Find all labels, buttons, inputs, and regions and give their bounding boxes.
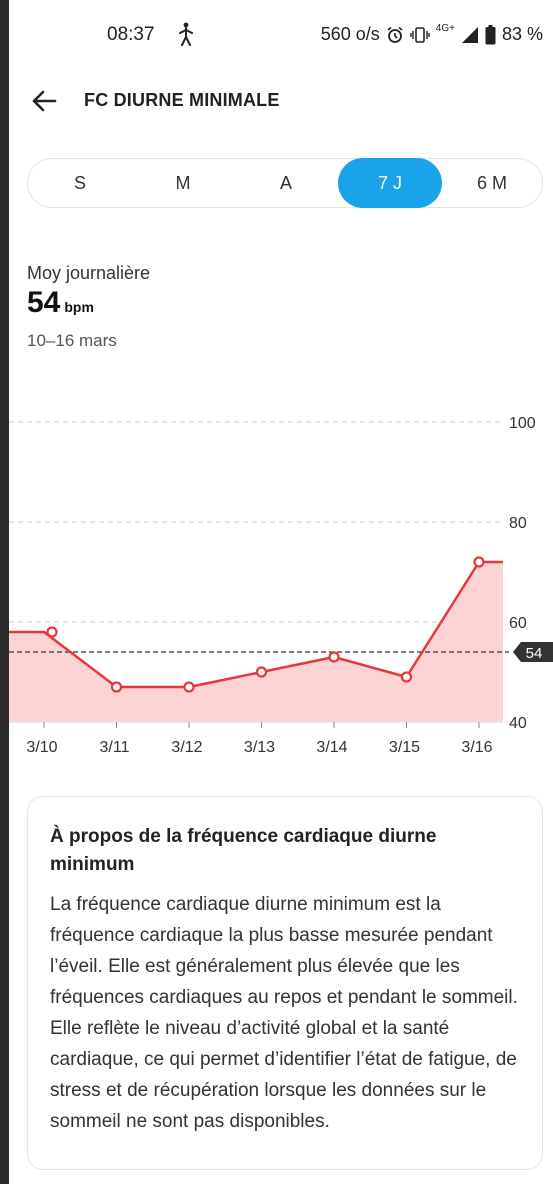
tab-day[interactable]: S: [73, 172, 86, 193]
alarm-icon: [386, 26, 404, 44]
info-card-body: La fréquence cardiaque diurne minimum es…: [50, 894, 518, 1132]
x-tick-label: 3/11: [100, 739, 130, 756]
y-tick-label: 80: [509, 515, 527, 532]
y-tick-label: 100: [509, 415, 536, 432]
walking-person-icon: [177, 22, 195, 46]
date-range: 10–16 mars: [27, 331, 117, 350]
tab-year[interactable]: A: [279, 172, 292, 193]
info-card: À propos de la fréquence cardiaque diurn…: [27, 796, 543, 1170]
network-type: 4G+: [435, 23, 455, 34]
x-tick-label: 3/16: [461, 739, 492, 756]
data-rate: 560 o/s: [320, 24, 380, 44]
page-title: FC DIURNE MINIMALE: [84, 90, 280, 110]
x-tick-label: 3/12: [171, 739, 202, 756]
average-value: 54: [27, 286, 61, 319]
screen: 08:37 560 o/s 4G+ 83 % FC DIURNE MI: [9, 0, 553, 1184]
y-tick-label: 60: [509, 615, 527, 632]
data-point: [255, 666, 268, 678]
area-fill: [9, 562, 503, 722]
battery-level: 83 %: [501, 24, 543, 44]
heart-rate-chart: 40 60 80 100 3/10 3/11 3/12 3/13 3/14 3/15 3/16 54: [9, 400, 553, 770]
tab-month[interactable]: M: [175, 172, 191, 193]
summary-label: Moy journalière: [27, 263, 151, 283]
data-point: [183, 681, 195, 693]
average-badge-label: 54: [526, 645, 543, 662]
tab-7-days[interactable]: 7 J: [338, 158, 442, 208]
status-bar: 08:37 560 o/s 4G+ 83 %: [9, 0, 553, 72]
signal-icon: [461, 26, 479, 44]
x-tick-label: 3/15: [389, 739, 420, 756]
status-right: 560 o/s 4G+ 83 %: [320, 23, 543, 45]
period-selector: S M A 7 J 6 M: [27, 158, 543, 208]
vibrate-icon: [410, 26, 430, 44]
x-tick-label: 3/10: [26, 739, 57, 756]
data-point: [400, 671, 413, 683]
y-tick-label: 40: [509, 715, 527, 732]
data-point: [473, 556, 485, 568]
info-card-title: À propos de la fréquence cardiaque diurn…: [50, 826, 437, 875]
average-unit: bpm: [64, 299, 94, 315]
x-tick-label: 3/13: [244, 739, 275, 756]
x-tick-label: 3/14: [316, 739, 347, 756]
data-point: [328, 651, 340, 663]
summary-value: 54 bpm: [27, 286, 94, 320]
back-arrow-icon[interactable]: [29, 86, 59, 116]
data-point: [46, 626, 58, 638]
header: FC DIURNE MINIMALE: [9, 78, 553, 124]
average-badge: [513, 642, 553, 662]
data-point: [110, 681, 123, 693]
status-time: 08:37: [107, 24, 155, 45]
chart-svg: 40 60 80 100 3/10 3/11 3/12 3/13 3/14 3/15 3/16 54: [9, 415, 553, 756]
tab-6-months[interactable]: 6 M: [476, 172, 507, 193]
battery-icon: [485, 24, 496, 45]
